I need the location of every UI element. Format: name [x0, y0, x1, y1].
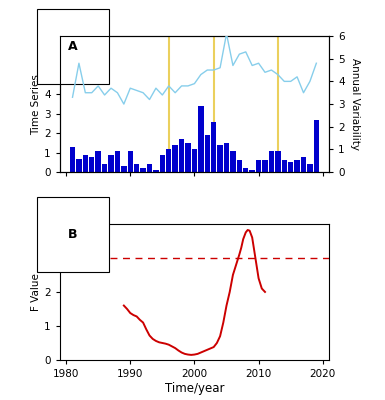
Bar [192, 149, 197, 172]
Bar [76, 158, 82, 172]
Bar [249, 170, 255, 172]
Bar [179, 139, 184, 172]
Bar [301, 156, 306, 172]
Bar [237, 160, 242, 172]
Bar [127, 151, 133, 172]
Bar [108, 155, 114, 172]
Text: B: B [68, 228, 77, 241]
Bar [102, 164, 107, 172]
Bar [160, 155, 165, 172]
Bar [307, 164, 313, 172]
Text: mm/d: mm/d [54, 16, 85, 26]
Bar [262, 160, 268, 172]
Text: A: A [68, 40, 77, 53]
Bar [83, 155, 88, 172]
Bar [230, 151, 236, 172]
Bar [281, 160, 287, 172]
Bar [218, 145, 223, 172]
Bar [89, 156, 94, 172]
Bar [314, 120, 319, 172]
Bar [211, 122, 216, 172]
Bar [256, 160, 261, 172]
Bar [141, 168, 146, 172]
Bar [243, 168, 248, 172]
Y-axis label: F Value: F Value [31, 273, 41, 311]
Bar [204, 135, 210, 172]
Bar [198, 106, 204, 172]
Bar [269, 151, 274, 172]
Bar [153, 170, 159, 172]
Bar [288, 162, 293, 172]
Bar [95, 151, 101, 172]
Bar [121, 166, 127, 172]
Bar [70, 147, 75, 172]
Bar [295, 160, 300, 172]
Bar [185, 143, 191, 172]
Bar [166, 149, 171, 172]
Y-axis label: Time Series: Time Series [31, 74, 41, 134]
Y-axis label: Annual Variability: Annual Variability [350, 58, 360, 150]
Bar [224, 143, 229, 172]
Bar [115, 151, 120, 172]
X-axis label: Time/year: Time/year [165, 382, 224, 395]
Bar [134, 164, 139, 172]
Bar [147, 164, 152, 172]
Bar [172, 145, 178, 172]
Bar [275, 151, 281, 172]
